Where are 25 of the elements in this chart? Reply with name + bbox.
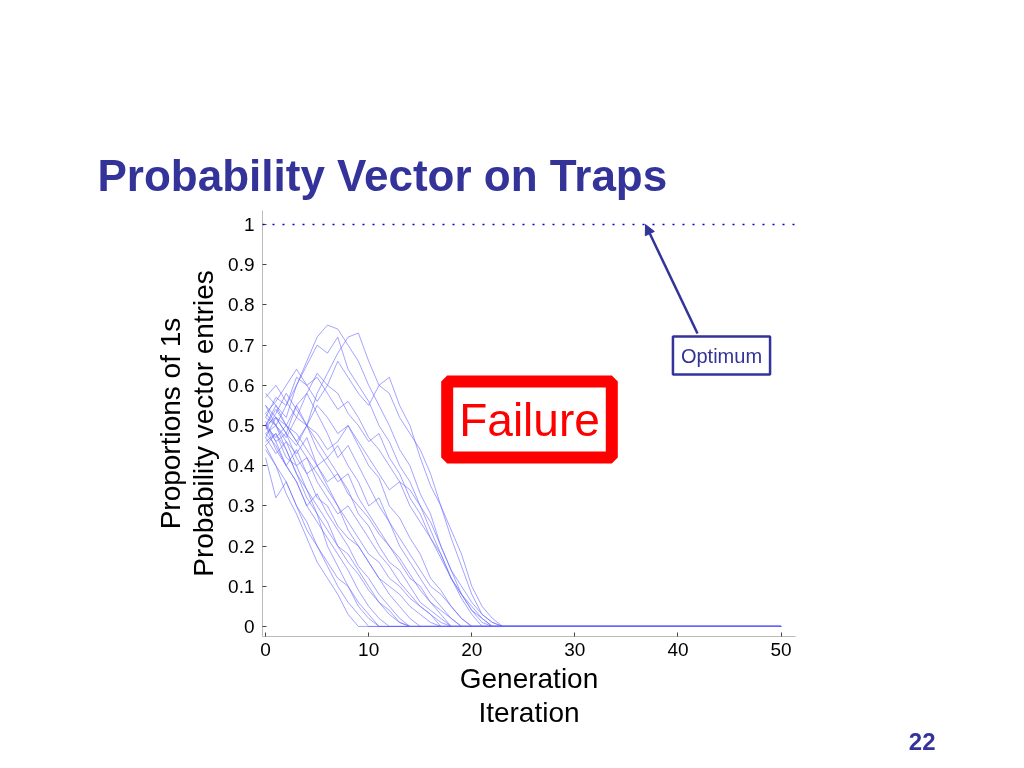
y-axis-title: Probability vector entries	[188, 270, 220, 577]
text: 22	[908, 727, 936, 755]
y-tick-label: 0.4	[228, 455, 255, 477]
x-tick-label: 40	[667, 638, 689, 660]
y-tick-label: 0.1	[228, 575, 255, 597]
x-tick-label: 20	[461, 638, 483, 660]
y-tick-label: 0.3	[228, 495, 255, 517]
y-tick-label: 0.8	[228, 294, 255, 316]
y-tick-label: 0	[243, 615, 255, 637]
ref-line-label: Optimum	[680, 344, 763, 367]
x-tick-label: 30	[564, 638, 586, 660]
text: Iteration	[478, 696, 580, 728]
y-tick-label: 0.9	[228, 254, 255, 276]
x-tick-label: 0	[260, 638, 271, 660]
y-tick-label: 0.6	[228, 374, 255, 396]
y-tick-label: 0.5	[228, 415, 255, 437]
x-tick-label: 50	[770, 638, 792, 660]
y-tick-label: 0.7	[228, 334, 255, 356]
y-tick-label: 1	[243, 214, 255, 236]
chart-title: Probability Vector on Traps	[97, 150, 668, 200]
annotation: Failure	[459, 393, 600, 446]
x-axis-title: Generation	[459, 662, 599, 694]
y-tick-label: 0.2	[228, 535, 255, 557]
x-tick-label: 10	[358, 638, 380, 660]
text: Proportions of 1s	[154, 317, 186, 530]
